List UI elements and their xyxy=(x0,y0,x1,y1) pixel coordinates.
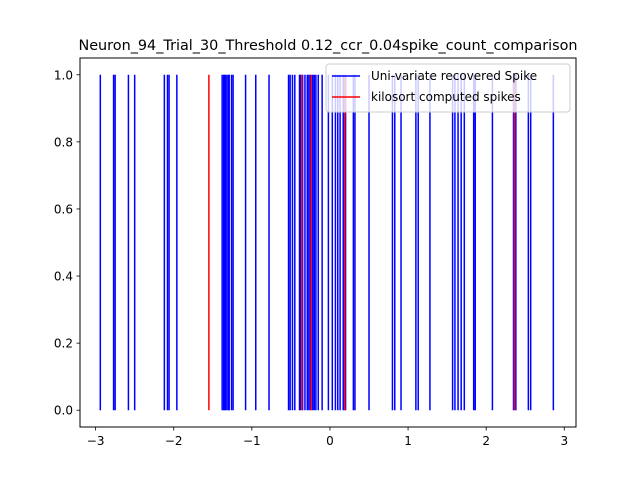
x-tick-label-1: −2 xyxy=(165,434,183,448)
y-tick-label-2: 0.4 xyxy=(54,270,73,284)
x-tick-label-4: 1 xyxy=(404,434,412,448)
y-axis: 0.0 0.2 0.4 0.6 0.8 1.0 xyxy=(54,68,80,418)
legend-label-uni-variate: Uni-variate recovered Spike xyxy=(371,69,537,83)
x-axis: −3 −2 −1 0 1 2 3 xyxy=(87,427,568,448)
legend-label-kilosort: kilosort computed spikes xyxy=(371,90,521,104)
event-lines xyxy=(99,74,555,411)
y-tick-label-5: 1.0 xyxy=(54,68,73,82)
plot-frame xyxy=(79,57,577,428)
y-tick-label-3: 0.6 xyxy=(54,202,73,216)
x-tick-label-0: −3 xyxy=(87,434,105,448)
y-tick-label-1: 0.2 xyxy=(54,337,73,351)
y-tick-label-0: 0.0 xyxy=(54,404,73,418)
legend: Uni-variate recovered Spike kilosort com… xyxy=(325,63,571,113)
legend-box xyxy=(325,63,571,113)
chart-title: Neuron_94_Trial_30_Threshold 0.12_ccr_0.… xyxy=(78,38,577,54)
x-tick-label-5: 2 xyxy=(482,434,490,448)
y-tick-label-4: 0.8 xyxy=(54,135,73,149)
x-tick-label-3: 0 xyxy=(326,434,334,448)
x-tick-label-2: −1 xyxy=(243,434,261,448)
x-tick-label-6: 3 xyxy=(560,434,568,448)
